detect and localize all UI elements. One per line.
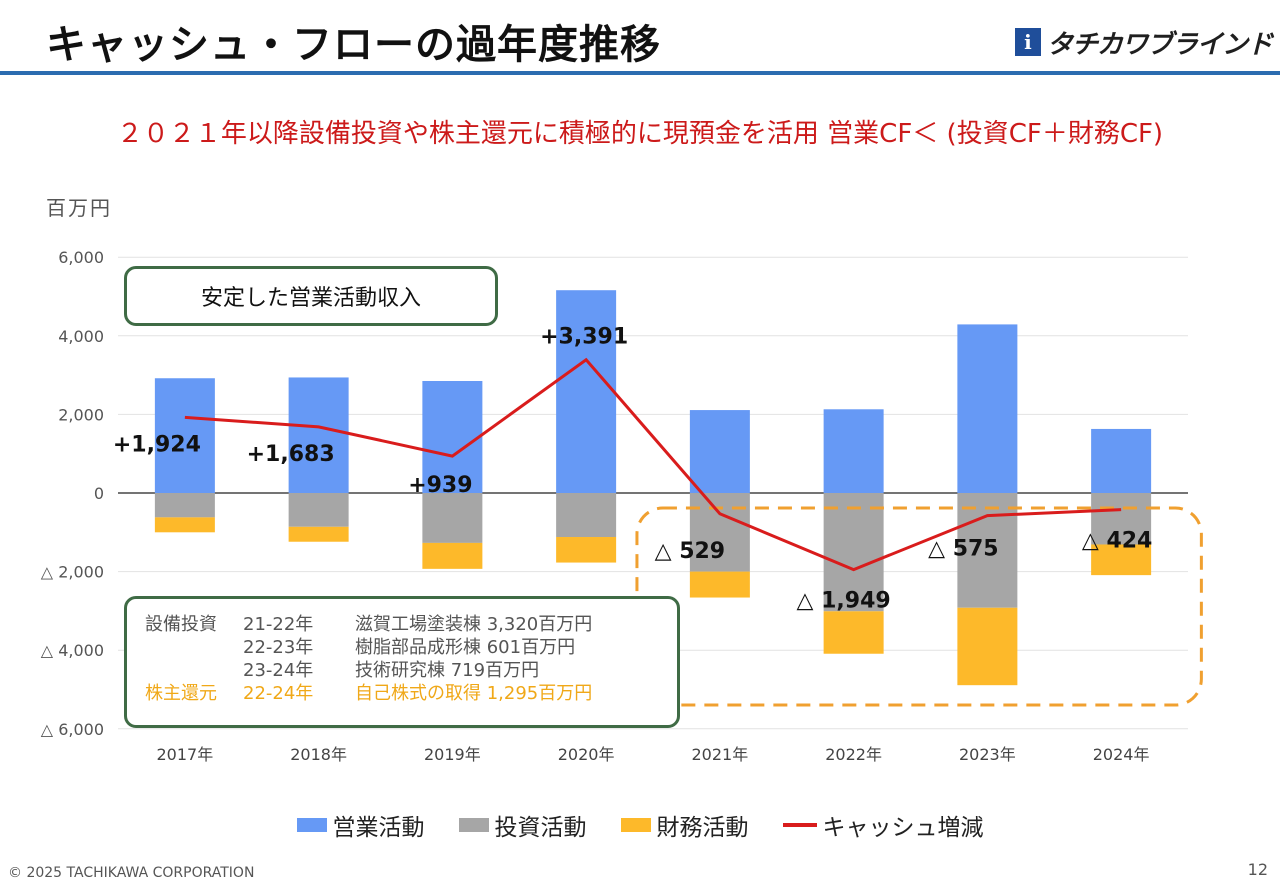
bar-investing xyxy=(957,493,1018,608)
bar-financing xyxy=(1091,544,1152,576)
data-label: +1,683 xyxy=(247,442,335,467)
legend-label: 財務活動 xyxy=(656,815,749,841)
callout-category xyxy=(145,636,243,659)
bar-investing xyxy=(1091,493,1152,545)
callout-detail: 技術研究棟 719百万円 xyxy=(355,660,540,681)
y-tick-label: 4,000 xyxy=(58,327,104,346)
legend-item-operating: 営業活動 xyxy=(296,808,425,842)
y-tick-label: 0 xyxy=(94,484,104,503)
callout-period: 23-24年 xyxy=(243,660,314,681)
legend-item-investing: 投資活動 xyxy=(458,808,587,842)
x-tick-label: 2023年 xyxy=(959,745,1016,764)
legend-label: キャッシュ増減 xyxy=(822,815,984,841)
company-logo: i タチカワブラインド xyxy=(1014,26,1273,60)
x-tick-label: 2024年 xyxy=(1093,745,1150,764)
cash-flow-chart: 6,000 4,000 2,000 0 △ 2,000 △ 4,000 △ 6,000 201… xyxy=(41,248,1203,764)
page-number: 12 xyxy=(1247,860,1268,879)
data-label: △ 1,949 xyxy=(797,589,891,614)
legend-swatch-cash xyxy=(782,823,817,827)
callout-row: 株主還元 22-24年 自己株式の取得 1,295百万円 xyxy=(145,682,677,705)
data-label: △ 575 xyxy=(928,537,999,562)
bar-investing xyxy=(154,493,215,518)
cash-change-line xyxy=(184,357,1122,572)
bar-financing xyxy=(823,611,884,654)
unit-label: 百万円 xyxy=(46,196,112,220)
bar-operating xyxy=(1091,428,1152,493)
bar-investing xyxy=(288,493,349,527)
x-tick-label: 2018年 xyxy=(290,745,347,764)
bar-financing xyxy=(288,526,349,542)
bar-financing xyxy=(422,542,483,569)
x-tick-label: 2017年 xyxy=(157,745,214,764)
bar-operating xyxy=(823,409,884,493)
copyright: © 2025 TACHIKAWA CORPORATION xyxy=(8,865,255,881)
x-tick-label: 2020年 xyxy=(558,745,615,764)
bar-financing xyxy=(689,571,750,598)
x-tick-label: 2019年 xyxy=(424,745,481,764)
logo-mark-icon: i xyxy=(1014,28,1041,56)
callout-operating-income: 安定した営業活動収入 xyxy=(124,266,498,326)
callout-category: 設備投資 xyxy=(145,614,217,635)
x-tick-label: 2022年 xyxy=(825,745,882,764)
y-tick-label: △ 6,000 xyxy=(41,720,104,739)
bar-operating xyxy=(957,324,1018,493)
subtitle: ２０２１年以降設備投資や株主還元に積極的に現預金を活用 営業CF＜ (投資CF＋… xyxy=(116,119,1164,149)
data-label: +939 xyxy=(408,473,472,498)
legend-swatch-operating xyxy=(296,818,327,832)
callout-category xyxy=(145,659,243,682)
x-tick-label: 2021年 xyxy=(692,745,749,764)
bar-operating xyxy=(288,377,349,493)
callout-row: 22-23年 樹脂部品成形棟 601百万円 xyxy=(145,636,677,659)
bar-financing xyxy=(957,607,1018,686)
title-divider xyxy=(0,71,1280,75)
legend-swatch-investing xyxy=(458,818,489,832)
legend-swatch-financing xyxy=(620,818,651,832)
callout-row: 設備投資 21-22年 滋賀工場塗装棟 3,320百万円 xyxy=(145,613,677,636)
bar-investing xyxy=(422,493,483,543)
y-tick-label: △ 2,000 xyxy=(41,563,104,582)
y-tick-label: 2,000 xyxy=(58,405,104,424)
y-tick-label: 6,000 xyxy=(58,248,104,267)
bar-investing xyxy=(823,493,884,612)
bar-financing xyxy=(154,517,215,533)
data-label: +1,924 xyxy=(113,432,201,457)
callout-investment-details: 設備投資 21-22年 滋賀工場塗装棟 3,320百万円 22-23年 樹脂部品… xyxy=(124,596,680,728)
data-label: +3,391 xyxy=(540,325,628,350)
y-tick-label: △ 4,000 xyxy=(41,641,104,660)
data-label: △ 424 xyxy=(1082,529,1153,554)
callout-detail: 自己株式の取得 1,295百万円 xyxy=(355,683,593,704)
bar-financing xyxy=(556,537,617,563)
callout-category: 株主還元 xyxy=(145,683,217,704)
bar-investing xyxy=(556,493,617,538)
callout-period: 21-22年 xyxy=(243,614,314,635)
legend-label: 営業活動 xyxy=(332,815,425,841)
callout-period: 22-23年 xyxy=(243,637,314,658)
chart-legend: 営業活動 投資活動 財務活動 キャッシュ増減 xyxy=(0,808,1280,842)
bar-investing xyxy=(689,493,750,572)
legend-item-cash: キャッシュ増減 xyxy=(782,808,984,842)
legend-item-financing: 財務活動 xyxy=(620,808,749,842)
data-label: △ 529 xyxy=(655,539,726,564)
legend-label: 投資活動 xyxy=(494,815,587,841)
page-title: キャッシュ・フローの過年度推移 xyxy=(46,22,661,68)
callout-detail: 滋賀工場塗装棟 3,320百万円 xyxy=(355,614,593,635)
bar-operating xyxy=(556,290,617,493)
callout-detail: 樹脂部品成形棟 601百万円 xyxy=(355,637,576,658)
callout-row: 23-24年 技術研究棟 719百万円 xyxy=(145,659,677,682)
logo-text: タチカワブラインド xyxy=(1046,29,1273,60)
bar-operating xyxy=(689,410,750,493)
bar-operating xyxy=(422,380,483,493)
callout-period: 22-24年 xyxy=(243,683,314,704)
bar-operating xyxy=(154,378,215,493)
